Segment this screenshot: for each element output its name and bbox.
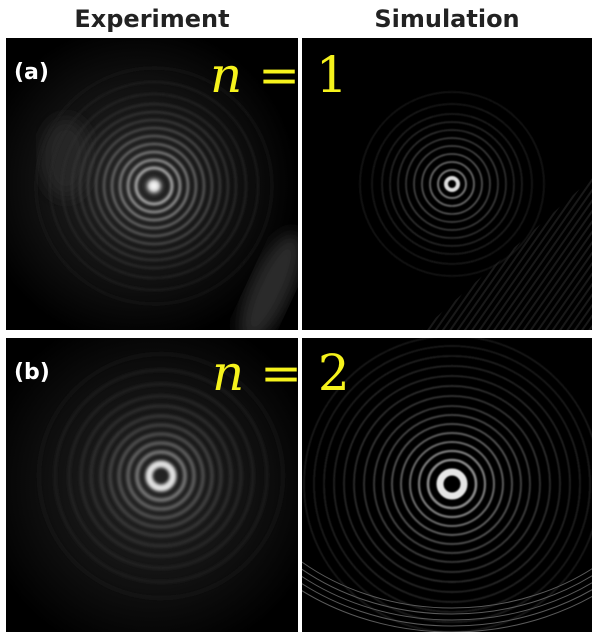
equation-variable: n	[210, 46, 243, 104]
equation-value: = 1	[242, 46, 348, 104]
panel-a-experiment	[6, 38, 298, 330]
row-label-a: (a)	[14, 60, 49, 85]
panel-b-experiment	[6, 338, 298, 632]
column-title-experiment: Experiment	[74, 5, 230, 33]
equation-n-2: n = 2	[212, 344, 350, 402]
panel-a-simulation	[302, 38, 592, 330]
equation-n-1: n = 1	[210, 46, 348, 104]
panel-b-simulation	[302, 338, 592, 632]
row-label-b: (b)	[14, 360, 50, 385]
equation-value: = 2	[244, 344, 350, 402]
equation-variable: n	[212, 344, 245, 402]
column-title-simulation: Simulation	[374, 5, 520, 33]
